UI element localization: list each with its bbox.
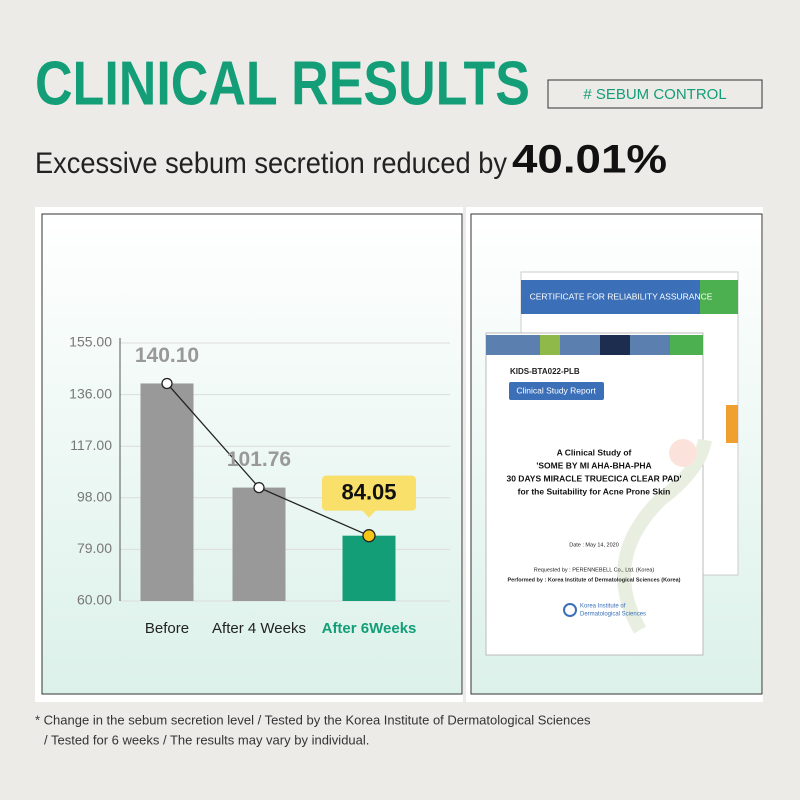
- doc-requested: Requested by : PERENNEBELL Co., Ltd. (Ko…: [534, 567, 655, 573]
- y-tick-label: 79.00: [77, 540, 112, 556]
- doc-institute: Korea Institute of: [580, 604, 626, 610]
- doc-title-line: A Clinical Study of: [557, 447, 632, 457]
- subtitle-highlight: 40.01%: [512, 138, 667, 182]
- doc-title-line: for the Suitability for Acne Prone Skin: [518, 486, 671, 496]
- doc-stripe: [600, 335, 630, 355]
- bar: [140, 383, 194, 601]
- bar: [342, 535, 396, 601]
- tag-box: [547, 79, 763, 109]
- tag: # SEBUM CONTROL: [583, 86, 726, 103]
- doc-performed: Performed by : Korea Institute of Dermat…: [508, 577, 681, 583]
- footnote: * Change in the sebum secretion level / …: [35, 712, 591, 727]
- doc-stripe: [670, 335, 703, 355]
- x-tick-label: After 6Weeks: [322, 620, 417, 637]
- doc-institute: Dermatological Sciences: [580, 612, 646, 618]
- x-tick-label: After 4 Weeks: [212, 620, 306, 637]
- callout-box: [322, 475, 416, 511]
- doc-date: Date : May 14, 2020: [569, 542, 619, 548]
- doc-accent: [726, 405, 738, 443]
- footnote: / Tested for 6 weeks / The results may v…: [44, 732, 369, 747]
- report-doc: KIDS-BTA022-PLB Clinical Study Report A …: [485, 332, 712, 656]
- title: CLINICAL RESULTS: [35, 49, 530, 118]
- point-marker: [362, 529, 376, 543]
- doc-label-box: [509, 382, 604, 400]
- doc-swoosh: [617, 438, 712, 634]
- doc-certificate: CERTIFICATE FOR RELIABILITY ASSURANCE: [530, 291, 713, 301]
- y-tick-label: 98.00: [77, 489, 112, 505]
- doc-stripe: [540, 335, 560, 355]
- chart: 60.00 79.00 98.00 117.00 136.00 155.00 Before A…: [69, 334, 450, 637]
- chart-panel: [41, 213, 463, 695]
- doc-code: KIDS-BTA022-PLB: [510, 367, 580, 376]
- x-tick-label: Before: [145, 620, 189, 637]
- point-marker: [253, 481, 265, 494]
- doc-report-label: Clinical Study Report: [516, 385, 596, 395]
- callout-pointer: [362, 510, 376, 518]
- doc-title-line: 30 DAYS MIRACLE TRUECICA CLEAR PAD': [506, 473, 681, 483]
- doc-header-accent: [700, 280, 738, 314]
- y-tick-label: 155.00: [69, 334, 112, 350]
- doc-logo: [563, 603, 577, 617]
- doc-dot: [669, 439, 697, 467]
- point-marker: [161, 377, 173, 390]
- subtitle: Excessive sebum secretion reduced by: [35, 147, 507, 180]
- y-tick-label: 136.00: [69, 385, 112, 401]
- y-tick-label: 60.00: [77, 592, 112, 608]
- value-label: 84.05: [341, 479, 396, 504]
- doc-title-line: 'SOME BY MI AHA-BHA-PHA: [536, 460, 651, 470]
- y-tick-label: 117.00: [70, 437, 112, 453]
- value-label: 101.76: [227, 448, 291, 471]
- value-label: 140.10: [135, 344, 199, 367]
- bar: [232, 487, 286, 601]
